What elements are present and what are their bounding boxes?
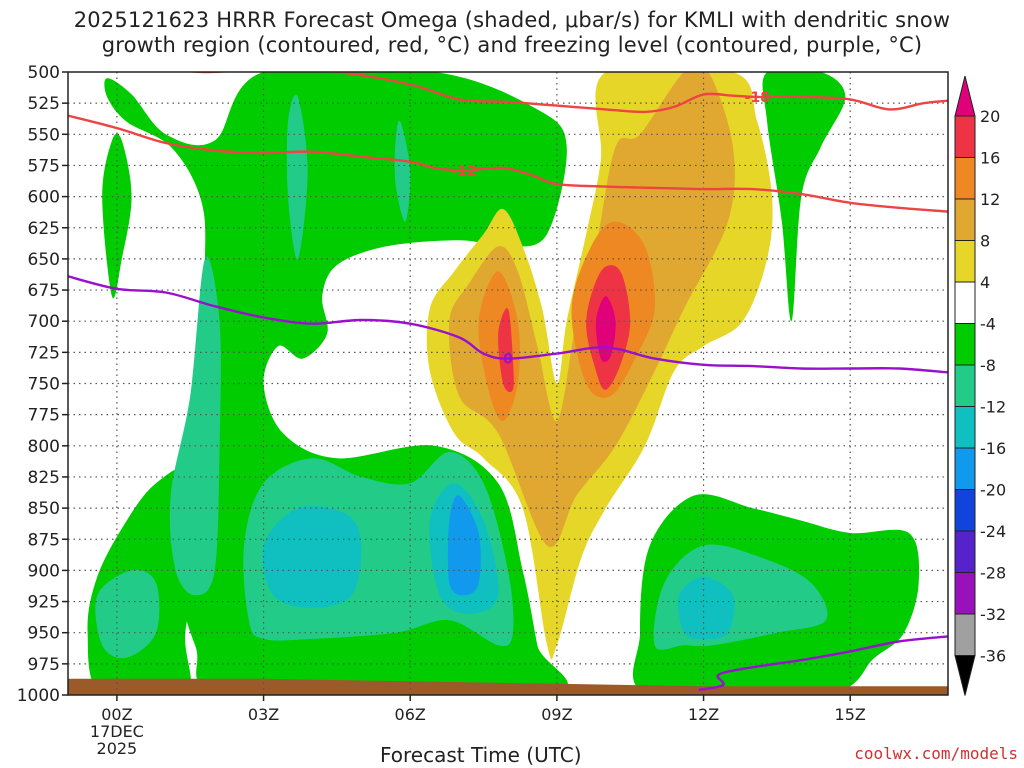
credit-text[interactable]: coolwx.com/models	[854, 744, 1018, 763]
y-tick-label-500: 500	[28, 63, 60, 83]
terrain-surface	[68, 678, 948, 695]
colorbar-label--12: -12	[980, 398, 1006, 417]
y-tick-label-700: 700	[28, 312, 60, 332]
y-tick-label-950: 950	[28, 624, 60, 644]
plot-area: -18 -12 0	[68, 72, 948, 695]
colorbar-swatch-m28_m24	[954, 530, 976, 573]
colorbar-label-20: 20	[980, 107, 1000, 126]
colorbar-label-4: 4	[980, 273, 990, 292]
chart-title-line-2: growth region (contoured, red, °C) and f…	[101, 33, 923, 57]
colorbar-top-arrow	[954, 75, 976, 117]
colorbar-swatch-4_8	[954, 240, 976, 283]
colorbar-label-8: 8	[980, 232, 990, 251]
colorbar-swatch-m12_m8	[954, 364, 976, 407]
y-tick-label-975: 975	[28, 655, 60, 675]
x-tick-label-00Z: 00Z	[101, 705, 132, 724]
colorbar-label-12: 12	[980, 190, 1000, 209]
x-tick-label-15Z: 15Z	[835, 705, 866, 724]
colorbar-label--32: -32	[980, 605, 1006, 624]
x-tick-label-09Z: 09Z	[541, 705, 572, 724]
colorbar-label--16: -16	[980, 439, 1006, 458]
y-tick-label-600: 600	[28, 188, 60, 208]
y-tick-label-525: 525	[28, 94, 60, 114]
contour-dgz-warm-bottom	[68, 114, 948, 213]
x-tick-label-06Z: 06Z	[395, 705, 426, 724]
colorbar-swatch-m32_m28	[954, 572, 976, 615]
colorbar-swatch-16_20	[954, 115, 976, 158]
colorbar-swatch-8_12	[954, 198, 976, 241]
colorbar-swatch-m8_m4	[954, 323, 976, 366]
y-tick-label-650: 650	[28, 250, 60, 270]
y-tick-label-575: 575	[28, 156, 60, 176]
y-tick-label-675: 675	[28, 281, 60, 301]
x-axis-title: Forecast Time (UTC)	[380, 743, 582, 767]
y-tick-label-725: 725	[28, 343, 60, 363]
y-tick-label-625: 625	[28, 219, 60, 239]
colorbar-swatch-m24_m20	[954, 489, 976, 532]
y-tick-label-550: 550	[28, 125, 60, 145]
contour-label-dgz-cold-top: -18	[745, 90, 770, 106]
contour-freezing-level	[68, 275, 948, 374]
colorbar-label--20: -20	[980, 481, 1006, 500]
omega-region-m16_m12-13	[677, 576, 735, 639]
contour-dgz-cold-top	[184, 72, 948, 114]
contour-label-dgz-warm-bottom: -12	[451, 163, 476, 179]
y-tick-label-825: 825	[28, 468, 60, 488]
colorbar-swatch-m4_4	[954, 281, 976, 324]
colorbar-label--8: -8	[980, 356, 996, 375]
colorbar-swatch-m16_m12	[954, 406, 976, 449]
omega-region-m16_m12-11	[262, 505, 362, 608]
y-tick-label-875: 875	[28, 530, 60, 550]
colorbar-label-16: 16	[980, 149, 1000, 168]
y-tick-label-800: 800	[28, 437, 60, 457]
omega-region-m12_m8-6	[169, 256, 221, 596]
x-tick-label-03Z: 03Z	[248, 705, 279, 724]
x-tick-label-12Z: 12Z	[688, 705, 719, 724]
chart-title-line-1: 2025121623 HRRR Forecast Omega (shaded, …	[73, 8, 951, 32]
y-tick-label-750: 750	[28, 375, 60, 395]
colorbar-label--4: -4	[980, 315, 996, 334]
omega-region-m12_m8-5	[95, 569, 160, 659]
omega-region-gt20-21	[595, 296, 616, 363]
omega-region-m20_m16-14	[447, 495, 481, 596]
y-tick-label-925: 925	[28, 593, 60, 613]
omega-region-16_20-19	[498, 308, 514, 393]
x-tick-year-label: 2025	[97, 739, 138, 758]
colorbar-bottom-arrow	[954, 655, 976, 696]
colorbar-label--28: -28	[980, 564, 1006, 583]
y-tick-label-1000: 1000	[17, 686, 60, 706]
omega-region-m12_m8-9	[286, 94, 308, 260]
x-tick-date-label: 17DEC	[90, 722, 144, 741]
contour-label-freezing-level: 0	[503, 352, 513, 368]
colorbar: 20 16 12 8 4 -4 -8 -12 -16 -20 -24 -28 -32 -36	[954, 75, 1006, 696]
contour-freezing-level-surface	[698, 635, 948, 692]
y-tick-label-900: 900	[28, 561, 60, 581]
colorbar-swatch-m20_m16	[954, 447, 976, 490]
y-tick-label-850: 850	[28, 499, 60, 519]
colorbar-label--36: -36	[980, 647, 1006, 666]
colorbar-label--24: -24	[980, 522, 1006, 541]
colorbar-swatch-12_16	[954, 157, 976, 200]
colorbar-swatch-m36_m32	[954, 613, 976, 656]
y-tick-label-775: 775	[28, 406, 60, 426]
